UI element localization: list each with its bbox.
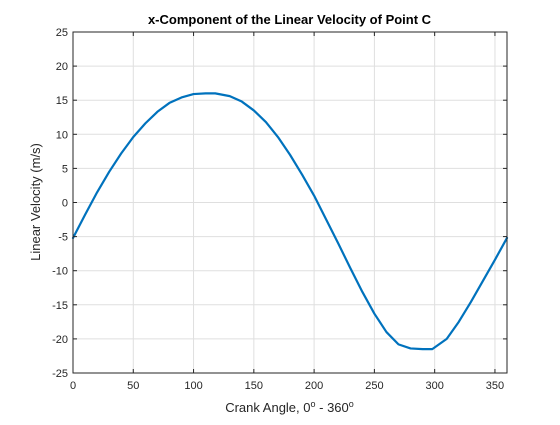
ticks: 0 50 100 150 200 250 300 350 -25 -20 -15 -10 -5 0 5 10 1… — [52, 27, 507, 392]
x-axis-label-sup2: o — [349, 399, 354, 409]
chart-title: x-Component of the Linear Velocity of Po… — [148, 12, 432, 27]
y-tick-label: -15 — [52, 300, 68, 312]
y-tick-label: -10 — [52, 266, 68, 278]
x-tick-label: 350 — [486, 380, 504, 392]
y-tick-label: 0 — [62, 198, 68, 210]
x-tick-label: 250 — [365, 380, 383, 392]
y-tick-label: -20 — [52, 334, 68, 346]
x-tick-label: 300 — [425, 380, 443, 392]
x-tick-label: 200 — [305, 380, 323, 392]
y-tick-label: -5 — [58, 232, 68, 244]
y-axis-label: Linear Velocity (m/s) — [28, 143, 43, 261]
series-line — [71, 92, 509, 351]
x-tick-label: 0 — [70, 380, 76, 392]
y-tick-label: 20 — [56, 61, 68, 73]
x-tick-label: 100 — [184, 380, 202, 392]
x-axis-label: Crank Angle, 0o - 360o — [225, 399, 354, 415]
x-tick-label: 150 — [245, 380, 263, 392]
x-axis-label-sup1: o — [311, 399, 316, 409]
x-tick-label: 50 — [127, 380, 139, 392]
y-tick-label: 10 — [56, 129, 68, 141]
plot-area — [71, 92, 509, 351]
x-axis-label-prefix: Crank Angle, 0 — [225, 400, 310, 415]
y-tick-label: -25 — [52, 368, 68, 380]
y-tick-label: 25 — [56, 27, 68, 39]
y-tick-label: 15 — [56, 95, 68, 107]
x-axis-label-middle: - 360 — [316, 400, 349, 415]
grid — [72, 31, 507, 374]
y-tick-label: 5 — [62, 163, 68, 175]
